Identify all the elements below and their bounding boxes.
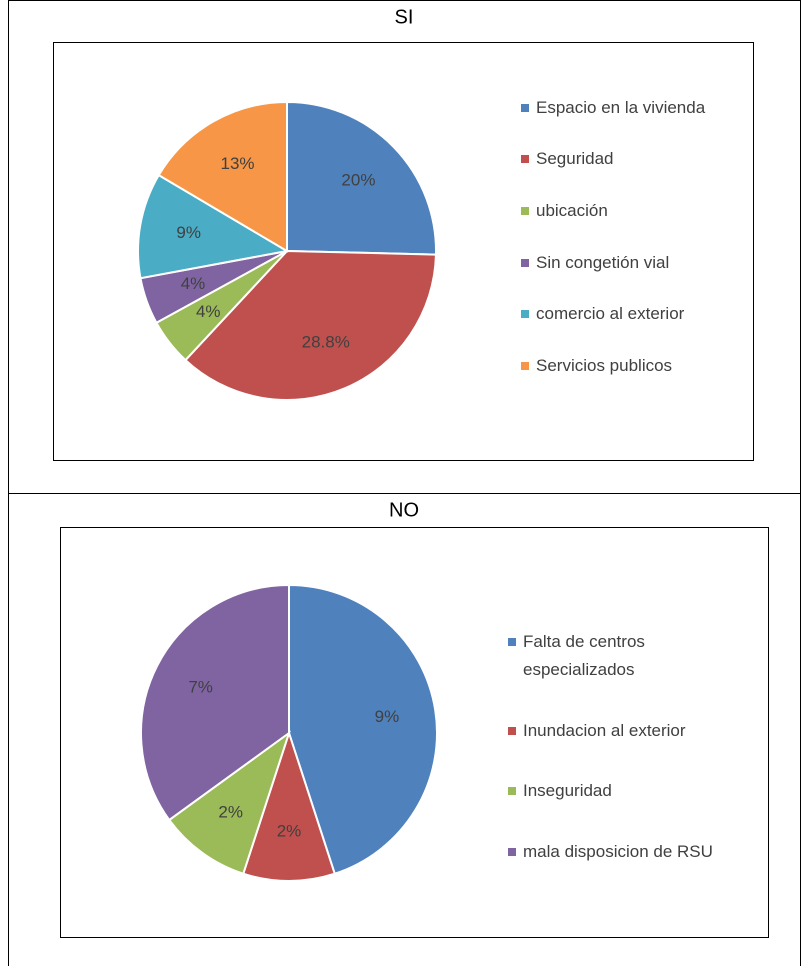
legend-swatch [521, 258, 529, 267]
chart-frame [60, 527, 769, 938]
slice-label: 13% [221, 154, 255, 173]
legend-item: comercio al exterior [521, 300, 761, 328]
slice-label: 20% [341, 171, 375, 190]
slice-label: 9% [176, 223, 201, 242]
legend-swatch [521, 207, 529, 216]
slice-label: 2% [218, 803, 243, 822]
pie-slice [184, 249, 437, 401]
legend-swatch [521, 155, 529, 164]
legend-item: Servicios publicos [521, 352, 761, 380]
pie-slice [288, 583, 438, 876]
legend-swatch [508, 787, 516, 796]
legend: Falta de centros especializados Inundacio… [508, 612, 738, 882]
pie-slice [137, 173, 290, 280]
legend-swatch [508, 638, 516, 647]
slice-label: 9% [375, 707, 400, 726]
legend-item: Inundacion al exterior [508, 717, 738, 745]
slice-label: 7% [188, 677, 213, 696]
legend-item: ubicación [521, 197, 761, 225]
legend-label: ubicación [536, 201, 608, 221]
pie-slice [167, 730, 291, 876]
legend-swatch [508, 847, 516, 856]
chart-frame [53, 42, 754, 461]
slice-label: 4% [196, 302, 221, 321]
pie-slice [286, 100, 437, 256]
legend: Espacio en la vivienda Seguridad ubicación… [521, 82, 761, 392]
legend-label: Servicios publicos [536, 356, 673, 376]
pie-slice [242, 729, 336, 882]
slice-label: 4% [181, 274, 206, 293]
legend-label: Sin congetión vial [536, 252, 670, 272]
legend-label: comercio al exterior [536, 304, 685, 324]
pie-slice [157, 100, 288, 253]
slice-label: 2% [277, 822, 302, 841]
legend-swatch [508, 726, 516, 735]
legend-swatch [521, 310, 529, 319]
legend-label: Seguridad [536, 149, 614, 169]
pie-slice [140, 583, 290, 822]
legend-item: Espacio en la vivienda [521, 94, 761, 122]
slice-label: 28.8% [302, 332, 350, 351]
legend-item: Falta de centros especializados [508, 628, 738, 684]
legend-swatch [521, 103, 529, 112]
legend-label: Inseguridad [523, 781, 612, 801]
legend-label: Inundacion al exterior [523, 720, 686, 740]
cell-title: SI [395, 6, 414, 28]
legend-item: mala disposicion de RSU [508, 838, 738, 866]
legend-label: Falta de centros especializados [523, 632, 645, 680]
cell-title: NO [389, 499, 419, 521]
legend-item: Sin congetión vial [521, 249, 761, 277]
legend-item: Seguridad [521, 145, 761, 173]
legend-label: Espacio en la vivienda [536, 97, 706, 117]
legend-swatch [521, 362, 529, 371]
legend-item: Inseguridad [508, 777, 738, 805]
legend-label: mala disposicion de RSU [523, 841, 713, 861]
